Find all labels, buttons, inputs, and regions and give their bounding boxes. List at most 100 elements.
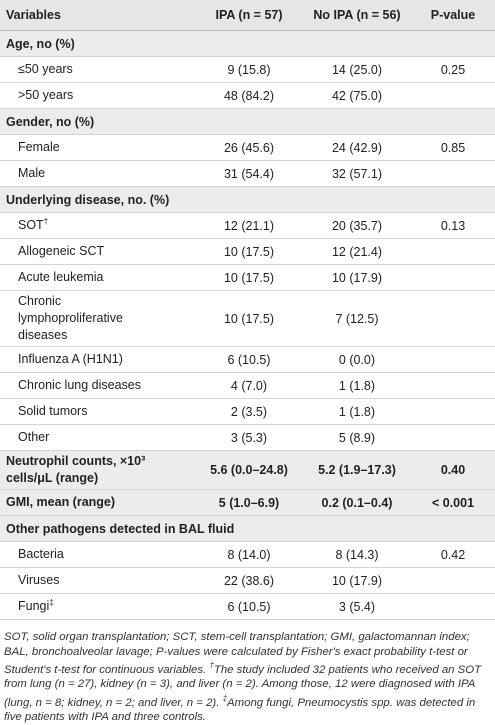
data-row: Acute leukemia 10 (17.5) 10 (17.9) xyxy=(0,264,495,291)
group-row: Underlying disease, no. (%) xyxy=(0,186,495,213)
row-label: Influenza A (H1N1) xyxy=(0,346,195,373)
cell: 6 (10.5) xyxy=(195,346,303,373)
group-label: Other pathogens detected in BAL fluid xyxy=(0,515,495,542)
group-label-text: Underlying disease, no. (%) xyxy=(6,192,170,207)
header-row: Variables IPA (n = 57) No IPA (n = 56) P-va… xyxy=(0,0,495,31)
cell: 0.2 (0.1–0.4) xyxy=(303,489,411,516)
row-label-text: Acute leukemia xyxy=(18,270,104,284)
data-row: Solid tumors 2 (3.5) 1 (1.8) xyxy=(0,398,495,425)
cell: 10 (17.5) xyxy=(195,264,303,291)
cell: 12 (21.1) xyxy=(195,212,303,239)
group-row: Gender, no (%) xyxy=(0,108,495,135)
footnote-text: SOT, solid organ transplantation; SCT, s… xyxy=(4,631,470,676)
header-cell: P-value xyxy=(411,0,495,31)
row-label-text: Female xyxy=(18,140,60,154)
group-label-text: Age, no (%) xyxy=(6,36,75,51)
cell xyxy=(411,398,495,425)
group-label: Underlying disease, no. (%) xyxy=(0,186,495,213)
cell-value: 6 (10.5) xyxy=(227,599,271,614)
data-row: Female 26 (45.6) 24 (42.9) 0.85 xyxy=(0,134,495,161)
data-row: SOT† 12 (21.1) 20 (35.7) 0.13 xyxy=(0,212,495,239)
cell-value: 48 (84.2) xyxy=(223,88,275,103)
row-label: ≤50 years xyxy=(0,56,195,83)
cell: 5 (1.0–6.9) xyxy=(195,489,303,516)
cell: 0.25 xyxy=(411,56,495,83)
cell: 32 (57.1) xyxy=(303,160,411,187)
cell: 9 (15.8) xyxy=(195,56,303,83)
cell: 3 (5.3) xyxy=(195,424,303,451)
data-table: Variables IPA (n = 57) No IPA (n = 56) P-va… xyxy=(0,0,495,620)
row-label-text: Male xyxy=(18,166,46,180)
cell-value: 5 (1.0–6.9) xyxy=(218,495,280,510)
header-cell: IPA (n = 57) xyxy=(195,0,303,31)
cell-value: 12 (21.4) xyxy=(331,244,383,259)
row-label-text: Fungi xyxy=(18,599,50,613)
cell-value: 32 (57.1) xyxy=(331,166,383,181)
group-label-text: Other pathogens detected in BAL fluid xyxy=(6,521,235,536)
cell-value: 31 (54.4) xyxy=(223,166,275,181)
row-label-text: SOT xyxy=(18,218,44,232)
cell-value: 22 (38.6) xyxy=(223,573,275,588)
data-row: Chronic lymphoproliferative diseases 10 (… xyxy=(0,290,495,347)
cell: 22 (38.6) xyxy=(195,567,303,594)
cell xyxy=(411,346,495,373)
data-row: Male 31 (54.4) 32 (57.1) xyxy=(0,160,495,187)
cell-value: 26 (45.6) xyxy=(223,140,275,155)
cell-value: 1 (1.8) xyxy=(338,404,376,419)
row-label: Allogeneic SCT xyxy=(0,238,195,265)
cell: 26 (45.6) xyxy=(195,134,303,161)
cell: 0.85 xyxy=(411,134,495,161)
cell-value: 5.2 (1.9–17.3) xyxy=(318,463,396,477)
group-row: GMI, mean (range) 5 (1.0–6.9) 0.2 (0.1–0.4… xyxy=(0,489,495,516)
cell-value: 10 (17.5) xyxy=(223,244,275,259)
cell-value: 1 (1.8) xyxy=(338,378,376,393)
row-label-text: Solid tumors xyxy=(18,404,88,418)
group-label-text: Neutrophil counts, ×10³ cells/μL (range) xyxy=(6,454,146,485)
cell: 24 (42.9) xyxy=(303,134,411,161)
row-label-text: Chronic lung diseases xyxy=(18,378,141,392)
cell-value: 12 (21.1) xyxy=(223,218,275,233)
cell-value: 9 (15.8) xyxy=(227,62,271,77)
group-label: GMI, mean (range) xyxy=(0,489,195,516)
cell: 1 (1.8) xyxy=(303,398,411,425)
cell: 8 (14.0) xyxy=(195,541,303,568)
cell-value: 42 (75.0) xyxy=(331,88,383,103)
group-label: Age, no (%) xyxy=(0,30,495,57)
cell-value: 0 (0.0) xyxy=(338,352,376,367)
cell-value: 24 (42.9) xyxy=(331,140,383,155)
cell-value: 8 (14.3) xyxy=(335,547,379,562)
cell xyxy=(411,238,495,265)
cell: 0.40 xyxy=(411,450,495,490)
cell-value: 0.25 xyxy=(440,62,466,77)
cell-value: 14 (25.0) xyxy=(331,62,383,77)
row-label: Other xyxy=(0,424,195,451)
footnote: SOT, solid organ transplantation; SCT, s… xyxy=(0,620,495,725)
row-label-text: Bacteria xyxy=(18,547,64,561)
cell xyxy=(411,567,495,594)
cell-value: 10 (17.5) xyxy=(223,270,275,285)
row-label-text: Viruses xyxy=(18,573,60,587)
footnote-mark: † xyxy=(209,661,214,670)
row-label: Fungi‡ xyxy=(0,593,195,620)
cell-value: 10 (17.9) xyxy=(331,573,383,588)
cell-value: 8 (14.0) xyxy=(227,547,271,562)
cell: 8 (14.3) xyxy=(303,541,411,568)
cell: 0.13 xyxy=(411,212,495,239)
cell-value: 6 (10.5) xyxy=(227,352,271,367)
data-row: >50 years 48 (84.2) 42 (75.0) xyxy=(0,82,495,109)
data-row: Other 3 (5.3) 5 (8.9) xyxy=(0,424,495,451)
cell: < 0.001 xyxy=(411,489,495,516)
cell: 0.42 xyxy=(411,541,495,568)
cell: 14 (25.0) xyxy=(303,56,411,83)
cell: 7 (12.5) xyxy=(303,290,411,347)
group-row: Age, no (%) xyxy=(0,30,495,57)
cell xyxy=(411,593,495,620)
cell-value: 0.40 xyxy=(440,463,466,477)
data-row: Viruses 22 (38.6) 10 (17.9) xyxy=(0,567,495,594)
group-label: Neutrophil counts, ×10³ cells/μL (range) xyxy=(0,450,195,490)
cell: 5.2 (1.9–17.3) xyxy=(303,450,411,490)
row-label-text: Allogeneic SCT xyxy=(18,244,105,258)
header-cell: Variables xyxy=(0,0,195,31)
cell-value: 0.85 xyxy=(440,140,466,155)
cell: 1 (1.8) xyxy=(303,372,411,399)
